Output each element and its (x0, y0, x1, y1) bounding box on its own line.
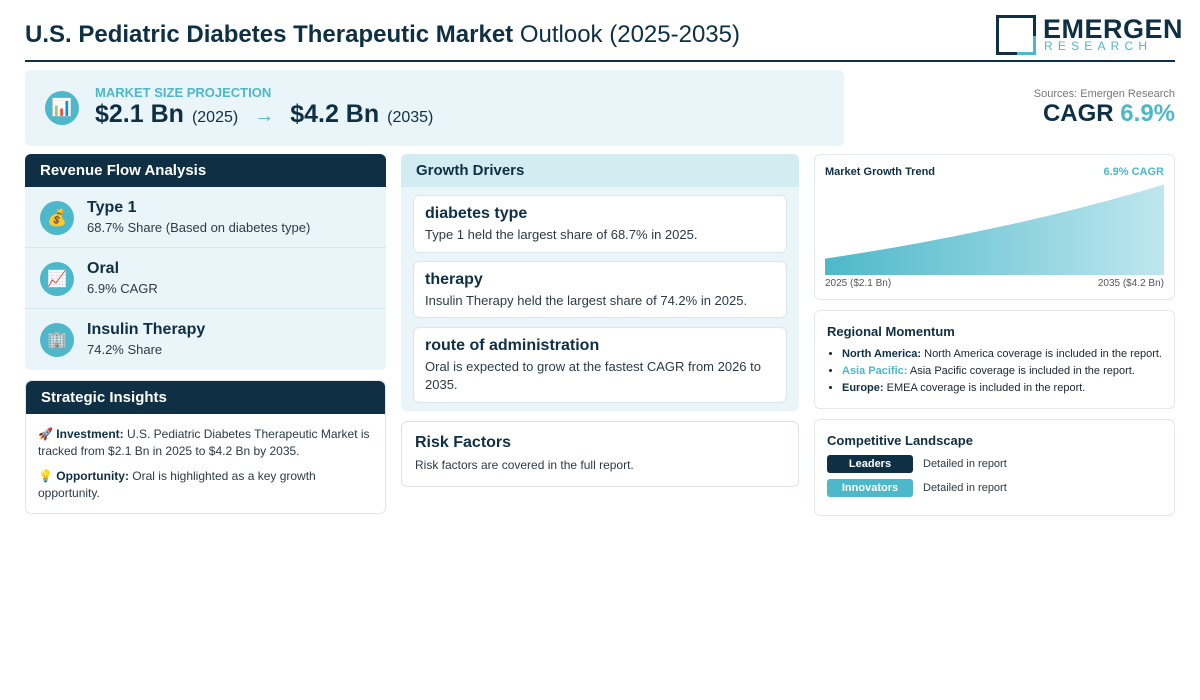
region-list: North America: North America coverage is… (842, 348, 1162, 399)
emergen-logo[interactable]: EMERGEN RESEARCH (996, 14, 1183, 56)
market-growth-trend-panel: Market Growth Trend 6.9% CAGR 2025 ($2.1… (814, 154, 1175, 300)
region-item: Europe: EMEA coverage is included in the… (842, 382, 1162, 395)
risk-factors-title: Risk Factors (415, 434, 512, 451)
risk-factors-text: Risk factors are covered in the full rep… (415, 458, 634, 472)
rocket-icon: 🚀 (38, 427, 53, 441)
trend-start-label: 2025 ($2.1 Bn) (825, 278, 892, 289)
driver-title: route of administration (425, 337, 600, 354)
driver-card: diabetes type Type 1 held the largest sh… (413, 195, 787, 253)
end-value: $4.2 Bn (290, 100, 380, 128)
driver-text: Insulin Therapy held the largest share o… (425, 293, 748, 308)
leaders-badge: Leaders (827, 455, 913, 473)
investment-label: Investment: (56, 427, 124, 441)
header: U.S. Pediatric Diabetes Therapeutic Mark… (25, 0, 1183, 62)
revenue-item-desc: 6.9% CAGR (87, 281, 158, 296)
region-text: Asia Pacific coverage is included in the… (909, 365, 1135, 377)
revenue-item-name: Insulin Therapy (87, 321, 206, 338)
start-value: $2.1 Bn (95, 100, 184, 128)
revenue-item-desc: 74.2% Share (87, 342, 163, 357)
projection-values: $2.1 Bn (2025) → $4.2 Bn (2035) (95, 100, 433, 129)
regional-momentum-panel: Regional Momentum North America: North A… (814, 310, 1175, 409)
growth-trend-chart (825, 184, 1164, 275)
revenue-item-desc: 68.7% Share (Based on diabetes type) (87, 220, 311, 235)
competitor-row: Innovators Detailed in report (827, 479, 1007, 497)
competitor-row: Leaders Detailed in report (827, 455, 1007, 473)
arrow-right-icon: → (254, 105, 275, 127)
opportunity-text: Oral is highlighted as a key growth oppo… (38, 469, 316, 500)
region-label: Europe: (842, 382, 884, 394)
driver-card: therapy Insulin Therapy held the largest… (413, 261, 787, 318)
region-text: North America coverage is included in th… (924, 348, 1162, 360)
competitor-desc: Detailed in report (923, 482, 1007, 494)
strategic-insights-title: Strategic Insights (26, 381, 385, 414)
trend-end-label: 2035 ($4.2 Bn) (1097, 278, 1164, 289)
trend-area (825, 184, 1164, 275)
region-item: Asia Pacific: Asia Pacific coverage is i… (842, 365, 1162, 378)
investment-insight: 🚀 Investment: U.S. Pediatric Diabetes Th… (38, 426, 373, 460)
money-bag-icon: 💰 (40, 201, 74, 235)
competitive-landscape-title: Competitive Landscape (827, 433, 973, 448)
strategic-insights-panel: Strategic Insights 🚀 Investment: U.S. Pe… (25, 380, 386, 514)
trend-cagr: 6.9% CAGR (1103, 166, 1164, 178)
page-title: U.S. Pediatric Diabetes Therapeutic Mark… (25, 21, 740, 49)
region-item: North America: North America coverage is… (842, 348, 1162, 361)
projection-label: MARKET SIZE PROJECTION (95, 85, 272, 100)
revenue-flow-title: Revenue Flow Analysis (25, 154, 386, 187)
bar-chart-icon: 📊 (45, 91, 79, 125)
opportunity-label: Opportunity: (56, 469, 129, 483)
cagr-summary: CAGR 6.9% (1043, 100, 1175, 128)
logo-sub: RESEARCH (1044, 39, 1153, 53)
innovators-badge: Innovators (827, 479, 913, 497)
trend-up-icon: 📈 (40, 262, 74, 296)
region-text: EMEA coverage is included in the report. (886, 382, 1086, 394)
regional-momentum-title: Regional Momentum (827, 324, 955, 339)
title-bold: U.S. Pediatric Diabetes Therapeutic Mark… (25, 21, 514, 48)
revenue-item-name: Type 1 (87, 199, 137, 216)
region-label: Asia Pacific: (842, 365, 908, 377)
driver-card: route of administration Oral is expected… (413, 327, 787, 403)
driver-text: Type 1 held the largest share of 68.7% i… (425, 227, 698, 242)
logo-name: EMERGEN (1043, 14, 1184, 44)
market-size-projection: 📊 MARKET SIZE PROJECTION $2.1 Bn (2025) … (25, 70, 844, 146)
growth-drivers-title: Growth Drivers (401, 154, 799, 187)
revenue-item: 📈 Oral 6.9% CAGR (25, 248, 386, 309)
cagr-label: CAGR (1042, 100, 1114, 127)
driver-text: Oral is expected to grow at the fastest … (425, 359, 761, 392)
trend-title: Market Growth Trend (825, 166, 936, 178)
investment-text: U.S. Pediatric Diabetes Therapeutic Mark… (38, 427, 370, 458)
competitive-landscape-panel: Competitive Landscape Leaders Detailed i… (814, 419, 1175, 516)
end-year: (2035) (387, 109, 434, 126)
growth-drivers-panel: Growth Drivers diabetes type Type 1 held… (401, 154, 799, 411)
logo-mark-icon (996, 15, 1036, 55)
title-rest: Outlook (2025-2035) (519, 21, 740, 48)
cagr-value: 6.9% (1120, 100, 1175, 127)
competitor-desc: Detailed in report (923, 458, 1007, 470)
revenue-item: 🏢 Insulin Therapy 74.2% Share (25, 309, 386, 370)
revenue-item-name: Oral (87, 260, 120, 277)
driver-title: therapy (425, 271, 483, 288)
revenue-flow-panel: Revenue Flow Analysis 💰 Type 1 68.7% Sha… (25, 154, 386, 370)
revenue-item: 💰 Type 1 68.7% Share (Based on diabetes … (25, 187, 386, 248)
sources-text: Sources: Emergen Research (1033, 88, 1175, 100)
region-label: North America: (842, 348, 922, 360)
lightbulb-icon: 💡 (38, 469, 53, 483)
risk-factors-panel: Risk Factors Risk factors are covered in… (401, 421, 799, 487)
opportunity-insight: 💡 Opportunity: Oral is highlighted as a … (38, 468, 373, 502)
driver-title: diabetes type (425, 205, 528, 222)
start-year: (2025) (191, 109, 239, 126)
building-icon: 🏢 (40, 323, 74, 357)
